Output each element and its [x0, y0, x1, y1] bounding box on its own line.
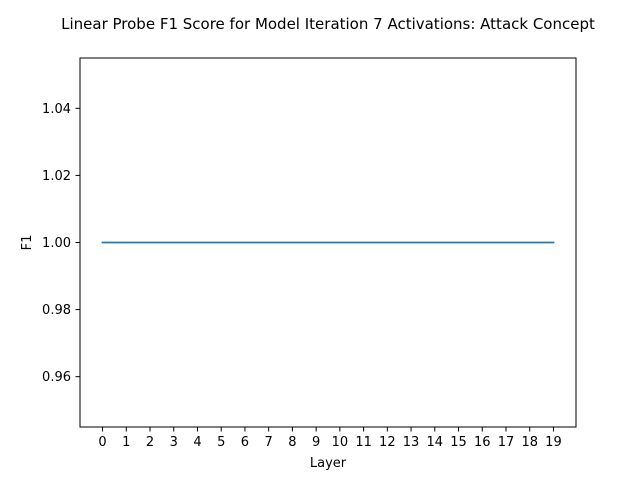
- chart-title: Linear Probe F1 Score for Model Iteratio…: [61, 15, 595, 33]
- x-tick-label: 15: [450, 435, 467, 450]
- x-tick-label: 10: [332, 435, 349, 450]
- plot-frame: [79, 57, 577, 428]
- series-layer: [101, 241, 555, 244]
- y-tick-label: 1.04: [42, 102, 71, 117]
- x-tick-label: 9: [312, 435, 320, 450]
- x-axis-label: Layer: [310, 456, 347, 471]
- x-tick-label: 0: [98, 435, 106, 450]
- x-tick-label: 4: [193, 435, 201, 450]
- x-tick-label: 18: [521, 435, 538, 450]
- y-tick-label: 1.02: [42, 169, 71, 184]
- x-tick-label: 12: [379, 435, 396, 450]
- x-tick-label: 11: [355, 435, 372, 450]
- x-tick-label: 3: [170, 435, 178, 450]
- x-tick-label: 8: [288, 435, 296, 450]
- x-tick-label: 1: [122, 435, 130, 450]
- x-tick-label: 17: [498, 435, 515, 450]
- y-tick-label: 0.98: [42, 303, 71, 318]
- x-tick-label: 16: [474, 435, 491, 450]
- x-tick-label: 5: [217, 435, 225, 450]
- axis-layer: 0 1 2 3 4 5 6 7 8 9 10 11 12 13 14 15 16 17 18 190.960.981.…: [42, 102, 562, 450]
- x-tick-label: 2: [146, 435, 154, 450]
- x-tick-label: 7: [265, 435, 273, 450]
- x-tick-label: 14: [427, 435, 444, 450]
- x-tick-label: 13: [403, 435, 420, 450]
- x-tick-label: 6: [241, 435, 249, 450]
- y-axis-label: F1: [20, 235, 35, 251]
- x-tick-label: 19: [545, 435, 562, 450]
- y-tick-label: 1.00: [42, 236, 71, 251]
- y-tick-label: 0.96: [42, 370, 71, 385]
